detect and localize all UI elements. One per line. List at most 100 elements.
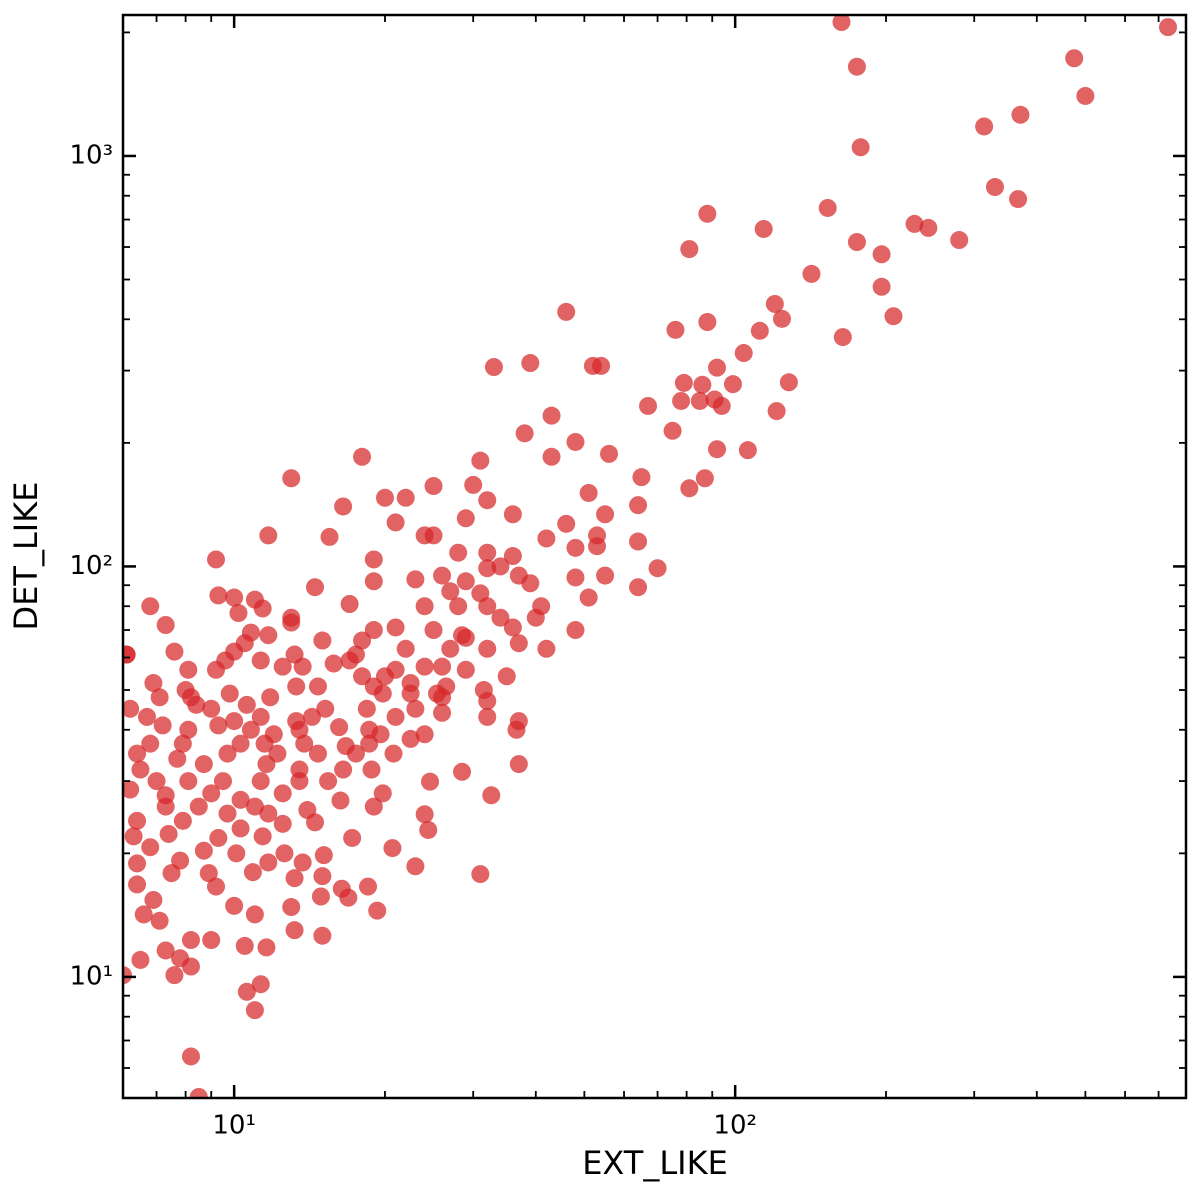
point (600, 444, 619, 463)
axes-frame (121, 13, 1188, 1100)
point (251, 772, 270, 791)
point (750, 321, 769, 340)
point (639, 396, 658, 415)
point (231, 819, 250, 838)
point (209, 716, 228, 735)
point (415, 657, 434, 676)
point (872, 277, 891, 296)
point (285, 921, 304, 940)
point (542, 447, 561, 466)
point (334, 760, 353, 779)
point (497, 667, 516, 686)
point (241, 720, 260, 739)
point (218, 804, 237, 823)
point (441, 582, 460, 601)
point (144, 890, 163, 909)
point (373, 684, 392, 703)
point (557, 302, 576, 321)
point (141, 838, 160, 857)
point (159, 824, 178, 843)
point (368, 901, 387, 920)
point (302, 707, 321, 726)
point (456, 660, 475, 679)
point (257, 938, 276, 957)
point (663, 421, 682, 440)
point (259, 853, 278, 872)
point (566, 621, 585, 640)
point (592, 356, 611, 375)
point (588, 537, 607, 556)
point (362, 760, 381, 779)
point (320, 527, 339, 546)
point (261, 688, 280, 707)
point (189, 1087, 208, 1098)
point (802, 264, 821, 283)
point (708, 440, 727, 459)
point (386, 618, 405, 637)
point (181, 957, 200, 976)
point (537, 529, 556, 548)
point (179, 772, 198, 791)
point (712, 396, 731, 415)
point (314, 846, 333, 865)
point (181, 931, 200, 950)
point (357, 699, 376, 718)
point (566, 568, 585, 587)
point (305, 578, 324, 597)
point (629, 578, 648, 597)
plot-area (123, 15, 1178, 1098)
point (316, 699, 335, 718)
point (156, 941, 175, 960)
point (375, 488, 394, 507)
point (123, 645, 136, 664)
point (453, 762, 472, 781)
point (209, 828, 228, 847)
point (131, 760, 150, 779)
point (542, 406, 561, 425)
point (346, 744, 365, 763)
point (128, 744, 147, 763)
point (173, 811, 192, 830)
point (674, 373, 693, 392)
point (123, 780, 140, 799)
point (847, 57, 866, 76)
x-axis-label: EXT_LIKE (582, 1144, 728, 1182)
point (482, 786, 501, 805)
point (449, 597, 468, 616)
point (293, 657, 312, 676)
point (293, 853, 312, 872)
point (144, 674, 163, 693)
point (471, 451, 490, 470)
point (1011, 105, 1030, 124)
point (330, 718, 349, 737)
point (396, 488, 415, 507)
y-tick-label: 10² (69, 551, 113, 581)
point (478, 639, 497, 658)
point (579, 588, 598, 607)
point (311, 887, 330, 906)
point (373, 784, 392, 803)
point (275, 844, 294, 863)
point (147, 772, 166, 791)
point (128, 811, 147, 830)
point (708, 358, 727, 377)
point (1009, 190, 1028, 209)
point (557, 514, 576, 533)
point (478, 692, 497, 711)
point (308, 744, 327, 763)
point (629, 496, 648, 515)
point (237, 982, 256, 1001)
point (985, 178, 1004, 197)
y-tick-label: 10¹ (69, 961, 113, 991)
point (179, 720, 198, 739)
point (207, 550, 226, 569)
point (419, 820, 438, 839)
point (364, 797, 383, 816)
point (632, 468, 651, 487)
point (872, 245, 891, 264)
point (123, 699, 140, 718)
point (919, 218, 938, 237)
point (396, 639, 415, 658)
point (441, 639, 460, 658)
x-tick-label: 10² (713, 1111, 757, 1141)
